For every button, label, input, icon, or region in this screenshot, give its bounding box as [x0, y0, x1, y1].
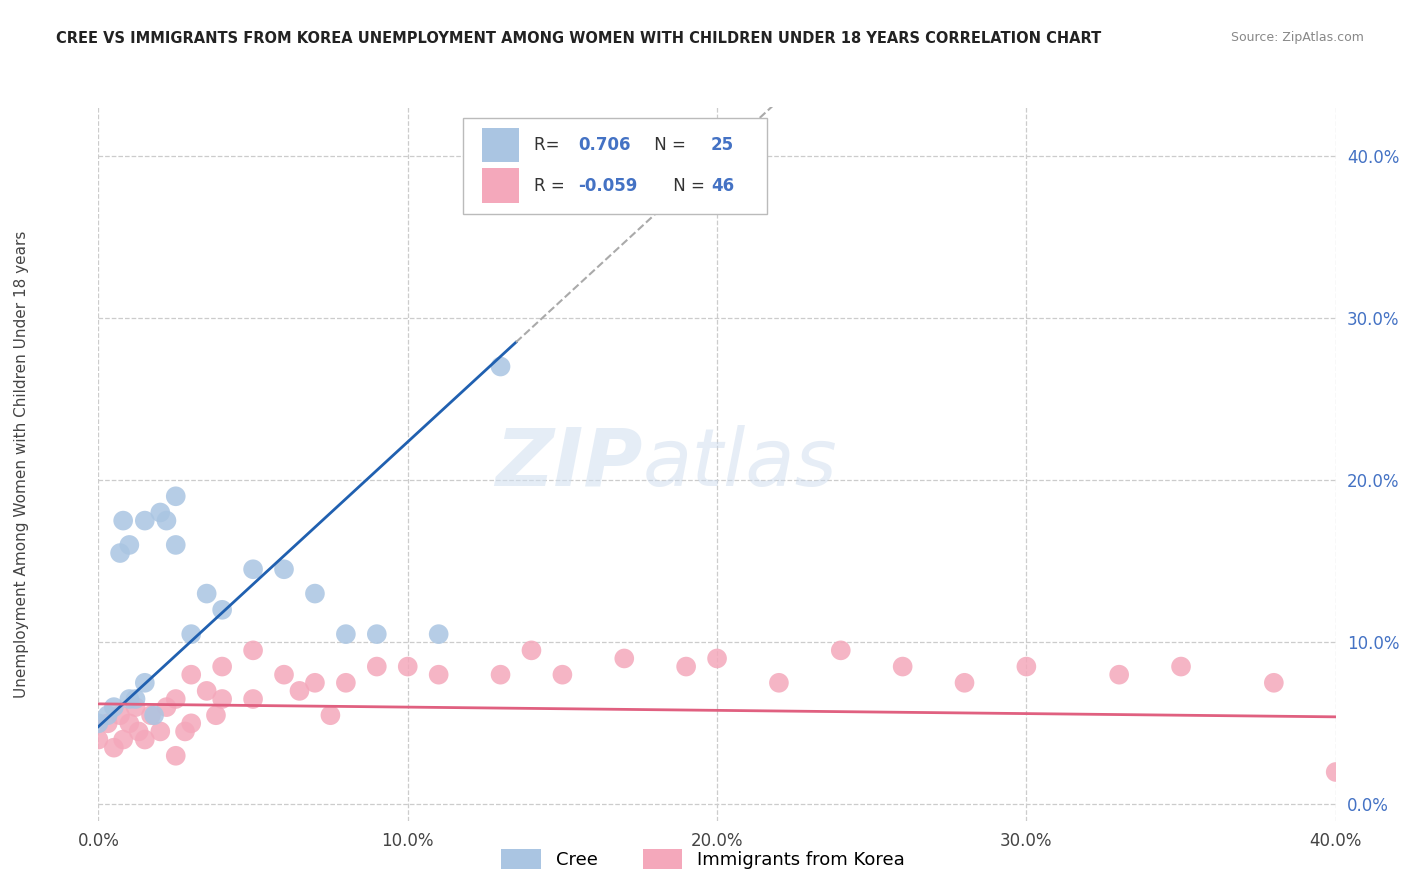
Text: N =: N = — [650, 136, 692, 153]
Text: Unemployment Among Women with Children Under 18 years: Unemployment Among Women with Children U… — [14, 230, 28, 698]
Point — [165, 692, 187, 706]
Point — [195, 684, 218, 698]
Point — [520, 643, 543, 657]
Text: R =: R = — [534, 177, 569, 194]
Text: N =: N = — [668, 177, 710, 194]
Point — [613, 651, 636, 665]
Point — [304, 675, 326, 690]
Point — [211, 659, 233, 673]
Point — [180, 667, 202, 681]
Text: atlas: atlas — [643, 425, 838, 503]
Point — [180, 627, 202, 641]
FancyBboxPatch shape — [482, 128, 519, 162]
Point — [155, 514, 177, 528]
Point — [205, 708, 228, 723]
Point — [489, 667, 512, 681]
Text: -0.059: -0.059 — [578, 177, 638, 194]
Point — [366, 627, 388, 641]
Point — [768, 675, 790, 690]
Text: 0.706: 0.706 — [578, 136, 631, 153]
Point — [149, 724, 172, 739]
Point — [103, 740, 125, 755]
Point — [1015, 659, 1038, 673]
Point — [139, 708, 162, 723]
Point — [1108, 667, 1130, 681]
Point — [211, 692, 233, 706]
Text: 46: 46 — [711, 177, 734, 194]
Point — [134, 732, 156, 747]
Point — [427, 627, 450, 641]
Point — [304, 586, 326, 600]
Point — [180, 716, 202, 731]
Point — [134, 675, 156, 690]
Point — [427, 667, 450, 681]
Point — [242, 692, 264, 706]
Point — [366, 659, 388, 673]
Text: R=: R= — [534, 136, 565, 153]
Point — [396, 659, 419, 673]
Point — [124, 692, 146, 706]
FancyBboxPatch shape — [482, 169, 519, 202]
Legend: Cree, Immigrants from Korea: Cree, Immigrants from Korea — [492, 839, 914, 879]
Point — [891, 659, 914, 673]
Point — [273, 562, 295, 576]
Point — [211, 603, 233, 617]
Point — [830, 643, 852, 657]
Point — [108, 546, 131, 560]
Point — [118, 538, 141, 552]
Text: 25: 25 — [711, 136, 734, 153]
Point — [118, 716, 141, 731]
Point — [124, 700, 146, 714]
Point — [128, 724, 150, 739]
Point — [165, 538, 187, 552]
Point — [195, 586, 218, 600]
Point — [242, 643, 264, 657]
Point — [675, 659, 697, 673]
Text: Source: ZipAtlas.com: Source: ZipAtlas.com — [1230, 31, 1364, 45]
Text: CREE VS IMMIGRANTS FROM KOREA UNEMPLOYMENT AMONG WOMEN WITH CHILDREN UNDER 18 YE: CREE VS IMMIGRANTS FROM KOREA UNEMPLOYME… — [56, 31, 1101, 46]
Point — [953, 675, 976, 690]
Point — [551, 667, 574, 681]
Point — [288, 684, 311, 698]
Point — [1263, 675, 1285, 690]
Point — [97, 716, 120, 731]
Point — [103, 700, 125, 714]
Point — [165, 489, 187, 503]
Point — [273, 667, 295, 681]
Point — [118, 692, 141, 706]
Point — [1170, 659, 1192, 673]
Point — [87, 732, 110, 747]
Point — [1324, 764, 1347, 779]
FancyBboxPatch shape — [464, 118, 766, 214]
Point — [335, 627, 357, 641]
Point — [112, 514, 135, 528]
Point — [149, 506, 172, 520]
Point — [489, 359, 512, 374]
Point — [108, 708, 131, 723]
Point — [143, 708, 166, 723]
Point — [112, 732, 135, 747]
Point — [242, 562, 264, 576]
Point — [87, 716, 110, 731]
Text: ZIP: ZIP — [495, 425, 643, 503]
Point — [165, 748, 187, 763]
Point — [97, 708, 120, 723]
Point — [155, 700, 177, 714]
Point — [319, 708, 342, 723]
Point — [134, 514, 156, 528]
Point — [706, 651, 728, 665]
Point — [174, 724, 197, 739]
Point — [335, 675, 357, 690]
